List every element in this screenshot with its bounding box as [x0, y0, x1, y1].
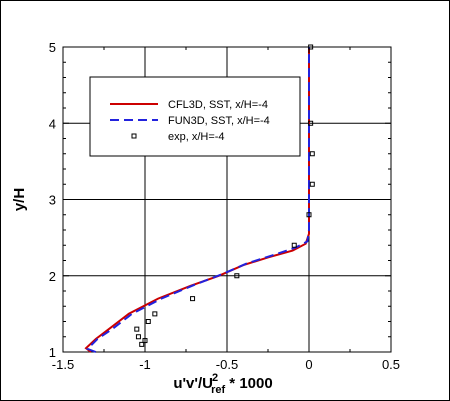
y-tick-label: 3: [49, 193, 56, 208]
x-tick-label: -1: [139, 357, 151, 372]
legend-entry: CFL3D, SST, x/H=-4: [168, 99, 268, 111]
y-tick-label: 2: [49, 269, 56, 284]
x-axis-label-main: u'v'/U: [173, 375, 213, 392]
y-tick-label: 4: [49, 116, 56, 131]
legend-entry: exp, x/H=-4: [168, 131, 225, 143]
x-axis-label-tail: * 1000: [225, 375, 273, 392]
x-axis-label-sub: ref: [211, 384, 225, 396]
x-axis-label-sup: 2: [212, 372, 218, 384]
y-axis-label: y/H: [11, 188, 28, 211]
legend: CFL3D, SST, x/H=-4 FUN3D, SST, x/H=-4 exp,…: [90, 77, 300, 156]
y-tick-label: 1: [49, 345, 56, 360]
legend-entry: FUN3D, SST, x/H=-4: [168, 115, 270, 127]
x-tick-label: 0.5: [382, 357, 400, 372]
y-tick-label: 5: [49, 40, 56, 55]
x-tick-label: -0.5: [216, 357, 238, 372]
x-tick-label: 0: [305, 357, 312, 372]
